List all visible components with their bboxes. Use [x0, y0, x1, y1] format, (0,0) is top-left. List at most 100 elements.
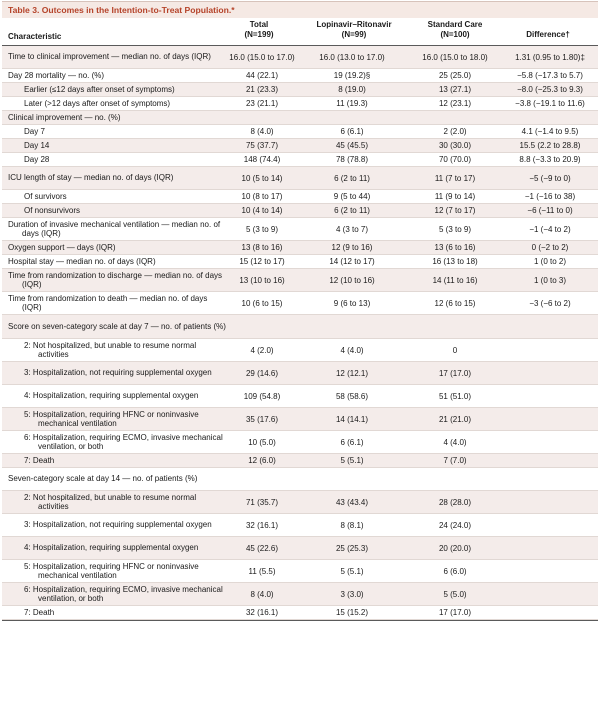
table-row: Day 28 mortality — no. (%) 44 (22.1) 19 (1… [2, 69, 598, 83]
table-row: Of nonsurvivors 10 (4 to 14) 6 (2 to 11) 12… [2, 204, 598, 218]
row-lopinavir: 15 (15.2) [335, 608, 369, 617]
row-standard-care: 7 (7.0) [443, 456, 467, 465]
row-standard-care: 11 (9 to 14) [434, 192, 476, 201]
row-standard-care: 12 (6 to 15) [434, 298, 476, 308]
table-row: Score on seven-category scale at day 7 —… [2, 315, 598, 339]
row-standard-care: 0 [452, 345, 458, 355]
header-standard-care: Standard Care (N=100) [427, 20, 483, 39]
table-header-row: Characteristic Total (N=199) Lopinavir–R… [2, 18, 598, 46]
row-lopinavir: 78 (78.8) [335, 155, 369, 164]
row-standard-care: 21 (21.0) [438, 414, 472, 424]
row-characteristic: 6: Hospitalization, requiring ECMO, inva… [24, 584, 223, 604]
row-standard-care: 16.0 (15.0 to 18.0) [422, 52, 488, 62]
row-total: 35 (17.6) [245, 414, 279, 424]
row-standard-care: 11 (7 to 17) [434, 173, 476, 183]
row-characteristic: Day 7 [24, 126, 45, 136]
row-total: 10 (4 to 14) [241, 206, 283, 215]
row-total: 71 (35.7) [245, 497, 279, 507]
row-standard-care: 25 (25.0) [438, 71, 472, 80]
row-standard-care: 13 (6 to 16) [434, 243, 476, 252]
row-total: 10 (5.0) [248, 437, 276, 447]
row-total: 13 (8 to 16) [241, 243, 283, 252]
row-lopinavir: 16.0 (13.0 to 17.0) [319, 52, 385, 62]
row-standard-care: 30 (30.0) [438, 141, 472, 150]
row-lopinavir: 8 (8.1) [340, 520, 364, 530]
table-row: Earlier (≤12 days after onset of symptom… [2, 83, 598, 97]
table-row: Day 7 8 (4.0) 6 (6.1) 2 (2.0) 4.1 (−1.4 to 9… [2, 125, 598, 139]
row-total: 12 (6.0) [248, 456, 276, 465]
row-characteristic: Day 28 mortality — no. (%) [8, 70, 105, 80]
table-row: 6: Hospitalization, requiring ECMO, inva… [2, 431, 598, 454]
row-total: 75 (37.7) [245, 141, 279, 150]
row-total: 5 (3 to 9) [245, 224, 278, 234]
row-difference: −8.0 (−25.3 to 9.3) [517, 85, 583, 94]
row-total: 148 (74.4) [243, 155, 281, 164]
row-total: 10 (5 to 14) [241, 173, 283, 183]
row-characteristic: Time from randomization to death — media… [8, 293, 208, 313]
row-characteristic: Time to clinical improvement — median no… [8, 52, 211, 62]
row-standard-care: 17 (17.0) [438, 368, 472, 378]
row-lopinavir: 4 (4.0) [340, 345, 364, 355]
table-row: Time to clinical improvement — median no… [2, 46, 598, 69]
row-total: 23 (21.1) [245, 99, 279, 108]
table-row: 3: Hospitalization, not requiring supple… [2, 514, 598, 537]
table-row: Hospital stay — median no. of days (IQR)… [2, 255, 598, 269]
row-total: 29 (14.6) [245, 368, 279, 378]
row-lopinavir: 6 (2 to 11) [334, 206, 370, 215]
row-difference: −1 (−16 to 38) [524, 192, 576, 201]
row-difference: 1 (0 to 3) [533, 275, 566, 285]
row-total: 32 (16.1) [245, 608, 279, 617]
row-difference: 15.5 (2.2 to 28.8) [519, 141, 581, 150]
row-lopinavir: 43 (43.4) [335, 497, 369, 507]
row-lopinavir: 6 (6.1) [340, 437, 364, 447]
row-total: 10 (6 to 15) [241, 298, 283, 308]
row-standard-care: 14 (11 to 16) [432, 275, 478, 285]
table-row: Day 14 75 (37.7) 45 (45.5) 30 (30.0) 15.5 (2… [2, 139, 598, 153]
row-characteristic: Duration of invasive mechanical ventilat… [8, 219, 221, 239]
row-characteristic: 2: Not hospitalized, but unable to resum… [24, 340, 197, 360]
row-standard-care: 28 (28.0) [438, 497, 472, 507]
row-standard-care: 12 (7 to 17) [434, 206, 476, 215]
table-row: ICU length of stay — median no. of days … [2, 167, 598, 190]
row-characteristic: 4: Hospitalization, requiring supplement… [24, 391, 199, 401]
row-total: 44 (22.1) [245, 71, 279, 80]
row-difference: −3.8 (−19.1 to 11.6) [515, 99, 585, 108]
row-difference: −5.8 (−17.3 to 5.7) [517, 71, 583, 80]
header-lopinavir: Lopinavir–Ritonavir (N=99) [316, 20, 392, 39]
row-total: 21 (23.3) [245, 85, 279, 94]
row-standard-care: 2 (2.0) [443, 127, 467, 136]
row-characteristic: ICU length of stay — median no. of days … [8, 173, 174, 183]
row-total: 4 (2.0) [250, 345, 274, 355]
row-lopinavir: 12 (9 to 16) [331, 243, 373, 252]
row-characteristic: 7: Death [24, 455, 55, 465]
table-body: Time to clinical improvement — median no… [2, 46, 598, 621]
table-row: Seven-category scale at day 14 — no. of … [2, 468, 598, 491]
row-total: 10 (8 to 17) [241, 192, 283, 201]
row-characteristic: Of nonsurvivors [24, 205, 81, 215]
row-lopinavir: 5 (5.1) [340, 566, 364, 576]
table-row: 2: Not hospitalized, but unable to resum… [2, 339, 598, 362]
row-standard-care: 12 (23.1) [438, 99, 472, 108]
row-characteristic: Oxygen support — days (IQR) [8, 242, 116, 252]
table-row: 3: Hospitalization, not requiring supple… [2, 362, 598, 385]
row-lopinavir: 58 (58.6) [335, 391, 369, 401]
row-standard-care: 70 (70.0) [438, 155, 472, 164]
row-characteristic: 6: Hospitalization, requiring ECMO, inva… [24, 432, 223, 452]
row-characteristic: Hospital stay — median no. of days (IQR) [8, 256, 156, 266]
row-difference: −5 (−9 to 0) [529, 173, 571, 183]
row-characteristic: Later (>12 days after onset of symptoms) [24, 98, 171, 108]
table-row: Time from randomization to discharge — m… [2, 269, 598, 292]
table-row: 5: Hospitalization, requiring HFNC or no… [2, 408, 598, 431]
row-difference: 4.1 (−1.4 to 9.5) [521, 127, 579, 136]
row-characteristic: Time from randomization to discharge — m… [8, 270, 223, 290]
row-difference: −1 (−4 to 2) [529, 224, 571, 234]
row-lopinavir: 9 (5 to 44) [333, 192, 371, 201]
row-difference: 0 (−2 to 2) [531, 243, 569, 252]
row-standard-care: 13 (27.1) [438, 85, 472, 94]
row-standard-care: 16 (13 to 18) [432, 257, 478, 266]
header-characteristic: Characteristic [8, 32, 62, 41]
row-characteristic: 2: Not hospitalized, but unable to resum… [24, 492, 197, 512]
table-row: Day 28 148 (74.4) 78 (78.8) 70 (70.0) 8.8 (−… [2, 153, 598, 167]
table-row: 4: Hospitalization, requiring supplement… [2, 385, 598, 408]
